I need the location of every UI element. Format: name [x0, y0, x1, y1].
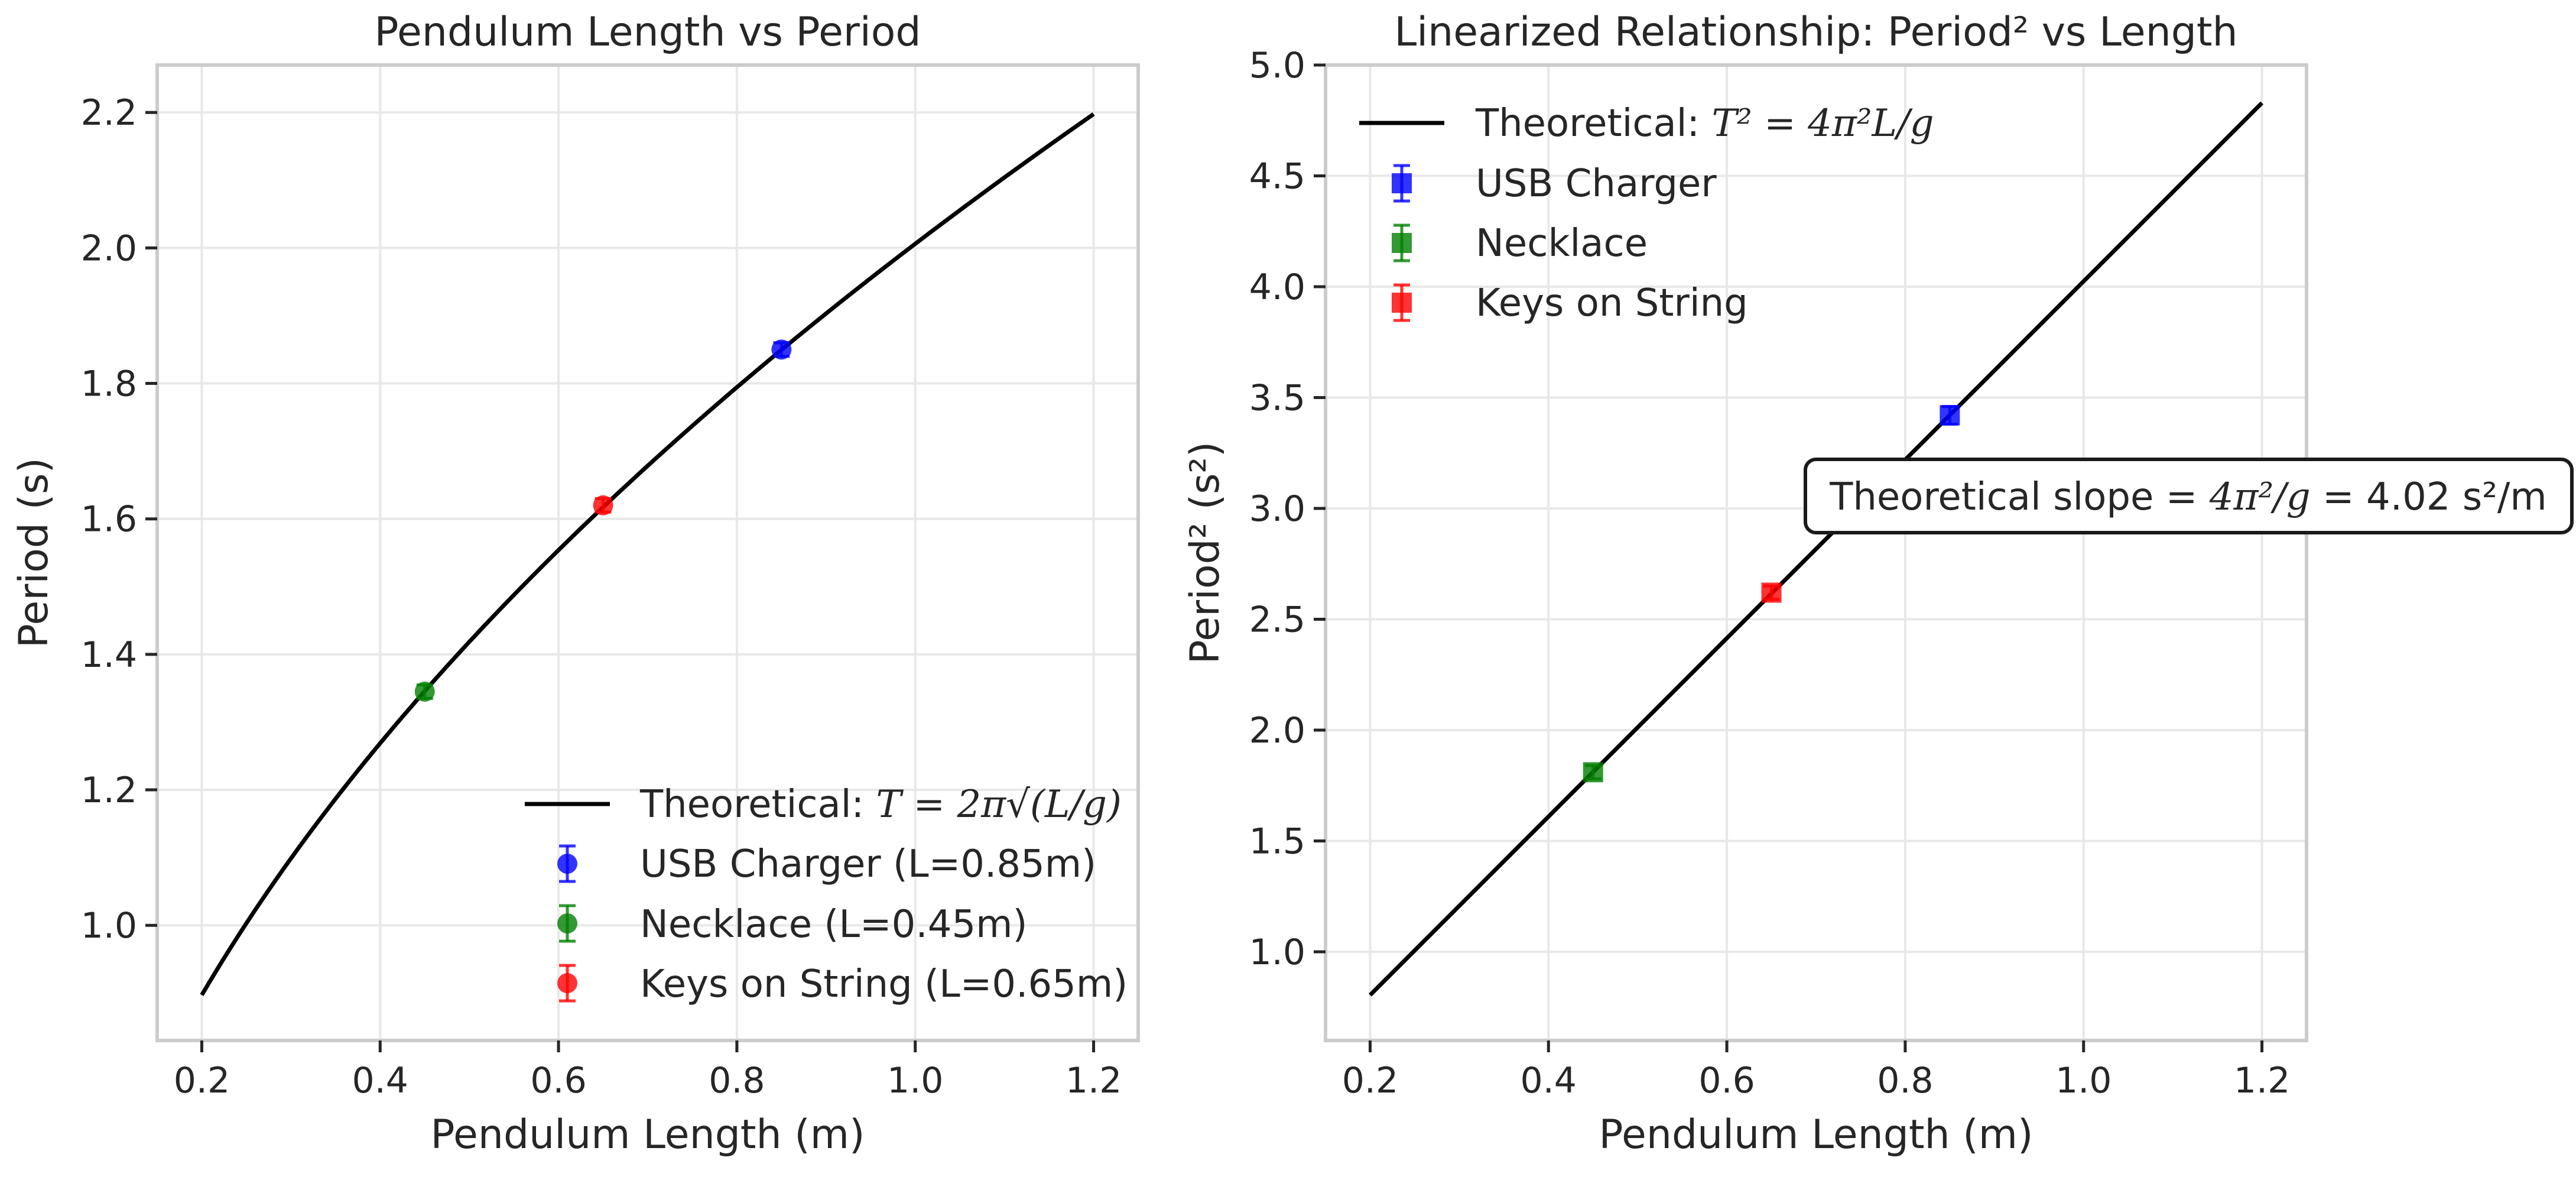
left-chart-title: Pendulum Length vs Period — [374, 9, 921, 56]
left-x-tick-label: 1.2 — [1066, 1060, 1122, 1101]
right-y-tick-label: 3.0 — [1249, 488, 1305, 530]
left-legend-keys-marker — [557, 973, 577, 993]
right-chart: 0.2 0.4 0.6 0.8 1.0 1.2 1.0 1.5 2.0 2.5 3.0 3.5 4.0 4… — [1182, 9, 2574, 1158]
right-x-tick-label: 0.4 — [1521, 1060, 1577, 1101]
right-plot-frame — [1324, 63, 2308, 1042]
right-y-tick-label: 4.0 — [1249, 267, 1305, 308]
left-axis-ticks: 0.2 0.4 0.6 0.8 1.0 1.2 1.0 1.2 1.4 1.6 1.8 2.0 2.2 — [81, 92, 1122, 1101]
right-legend-keys-label: Keys on String — [1476, 281, 1748, 325]
left-theoretical-curve-group — [200, 112, 1095, 996]
left-x-axis-label: Pendulum Length (m) — [430, 1111, 865, 1158]
right-legend-usb-marker — [1392, 173, 1412, 193]
right-x-tick-label: 0.6 — [1698, 1060, 1755, 1101]
left-y-tick-label: 1.6 — [81, 499, 137, 540]
left-legend-necklace-marker — [557, 913, 577, 933]
left-legend: Theoretical: T = 2π√(L/g) USB Charger (L… — [525, 783, 1128, 1006]
right-keys-point — [1761, 582, 1782, 603]
left-y-tick-label: 2.0 — [81, 228, 137, 269]
left-legend-usb-marker — [557, 854, 577, 874]
left-chart: 0.2 0.4 0.6 0.8 1.0 1.21.01.21.41.61.82.02.2 … — [11, 9, 1140, 1158]
left-x-tick-label: 0.4 — [352, 1060, 408, 1101]
left-x-tick-label: 0.8 — [709, 1060, 765, 1101]
left-data-points — [414, 339, 792, 702]
right-x-tick-label: 1.2 — [2234, 1060, 2290, 1101]
left-legend-keys-label: Keys on String (L=0.65m) — [640, 962, 1128, 1006]
left-x-tick-label: 0.6 — [530, 1060, 586, 1101]
right-y-axis-label: Period² (s²) — [1182, 442, 1229, 664]
right-y-tick-label: 4.5 — [1249, 156, 1305, 197]
right-legend-markers — [1392, 164, 1412, 322]
left-y-axis-label: Period (s) — [11, 458, 57, 648]
right-y-tick-label: 2.5 — [1249, 599, 1305, 641]
right-y-tick-label: 5.0 — [1249, 45, 1305, 86]
left-x-tick-label: 1.0 — [887, 1060, 943, 1101]
slope-annotation: Theoretical slope = 4π²/g = 4.02 s²/m — [1804, 458, 2574, 534]
left-legend-theory-label: Theoretical: T = 2π√(L/g) — [639, 783, 1122, 826]
right-y-tick-label: 1.5 — [1249, 821, 1305, 863]
left-legend-usb-label: USB Charger (L=0.85m) — [640, 842, 1096, 886]
slope-annotation-suffix: = 4.02 s²/m — [2311, 475, 2547, 519]
left-y-tick-label: 1.4 — [81, 634, 137, 676]
right-x-tick-label: 0.8 — [1877, 1060, 1933, 1101]
right-legend-theory-prefix: Theoretical: — [1475, 102, 1711, 145]
left-x-tick-label: 0.2 — [174, 1060, 230, 1101]
slope-annotation-prefix: Theoretical slope = — [1829, 475, 2209, 519]
left-y-tick-label: 2.2 — [81, 92, 137, 134]
slope-annotation-equation: 4π²/g — [2209, 475, 2311, 519]
left-usb-point — [771, 339, 792, 360]
left-plot-frame — [155, 63, 1140, 1042]
left-legend-necklace-label: Necklace (L=0.45m) — [640, 903, 1027, 946]
right-legend-theory-label: Theoretical: T² = 4π²L/g — [1475, 102, 1934, 145]
right-x-tick-label: 1.0 — [2055, 1060, 2112, 1101]
left-y-tick-label: 1.2 — [81, 770, 137, 811]
right-data-points — [1583, 405, 1960, 783]
right-x-tick-label: 0.2 — [1342, 1060, 1398, 1101]
right-axis-ticks: 0.2 0.4 0.6 0.8 1.0 1.2 1.0 1.5 2.0 2.5 3.0 3.5 4.0 4… — [1249, 45, 2291, 1101]
right-legend-keys-marker — [1392, 293, 1412, 313]
right-legend: Theoretical: T² = 4π²L/g USB Charger Nec… — [1359, 102, 1934, 325]
right-theoretical-line-group — [1368, 101, 2264, 997]
left-necklace-point — [414, 681, 435, 702]
right-y-tick-label: 3.5 — [1249, 378, 1305, 419]
right-chart-title: Linearized Relationship: Period² vs Leng… — [1394, 9, 2237, 56]
left-legend-theory-prefix: Theoretical: — [639, 783, 876, 826]
right-legend-usb-label: USB Charger — [1476, 162, 1717, 206]
left-legend-theory-equation: T = 2π√(L/g) — [876, 783, 1122, 826]
left-y-tick-label: 1.0 — [81, 905, 137, 946]
right-legend-theory-equation: T² = 4π²L/g — [1711, 102, 1934, 145]
left-y-tick-label: 1.8 — [81, 364, 137, 405]
right-legend-necklace-marker — [1392, 233, 1412, 253]
right-legend-necklace-label: Necklace — [1476, 222, 1648, 265]
left-theoretical-curve — [200, 112, 1095, 996]
right-x-axis-label: Pendulum Length (m) — [1599, 1111, 2033, 1158]
right-theoretical-curve — [1368, 101, 2264, 997]
right-necklace-point — [1583, 762, 1603, 783]
right-usb-point — [1940, 405, 1960, 426]
slope-annotation-text: Theoretical slope = 4π²/g = 4.02 s²/m — [1829, 475, 2547, 519]
left-keys-point — [593, 495, 613, 516]
right-y-tick-label: 1.0 — [1249, 932, 1305, 973]
slope-annotation-box — [1804, 458, 2574, 534]
right-y-tick-label: 2.0 — [1249, 710, 1305, 751]
left-legend-markers — [557, 844, 577, 1003]
